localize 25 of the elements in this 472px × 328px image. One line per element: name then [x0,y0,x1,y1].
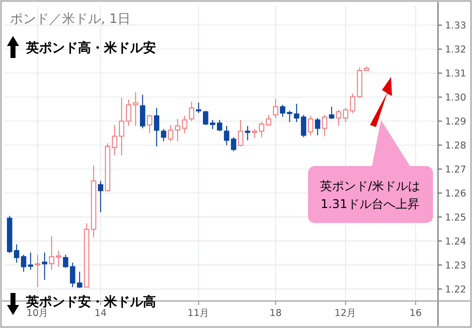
x-tick-label: 11月 [188,308,210,319]
y-tick-label: 1.28 [445,140,466,152]
y-tick-label: 1.32 [445,44,466,56]
y-tick-label: 1.33 [445,20,466,32]
text: ポンド／米ドル, 1日 [10,12,131,27]
annotation: 英ポンド高・米ドル安 [25,40,156,56]
y-tick-label: 1.22 [445,284,466,296]
x-tick-label: 18 [270,308,282,319]
candlestick [154,107,160,147]
x-tick-label: 16 [410,308,422,319]
y-tick-label: 1.25 [445,212,466,224]
annotation: 英ポンド/米ドルは 1.31ドル台へ上昇 [320,179,420,211]
y-tick-label: 1.24 [445,236,466,248]
candlestick [34,254,40,288]
y-tick-label: 1.26 [445,188,466,200]
y-tick-label: 1.30 [445,92,466,104]
y-tick-label: 1.29 [445,116,466,128]
y-tick-label: 1.23 [445,260,466,272]
y-tick-label: 1.31 [445,68,466,80]
x-tick-label: 14 [94,308,107,319]
x-tick-label: 10月 [26,308,49,319]
candlestick [42,252,48,280]
x-tick-label: 12月 [334,308,357,319]
y-tick-label: 1.27 [445,164,466,176]
annotation: 英ポンド安・米ドル高 [25,294,156,310]
